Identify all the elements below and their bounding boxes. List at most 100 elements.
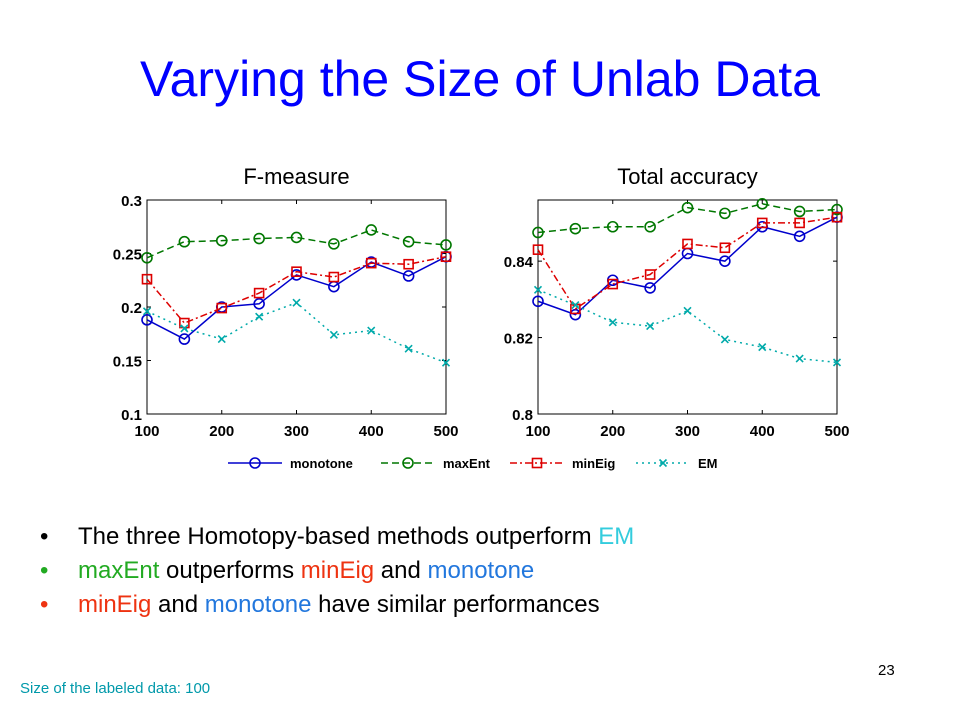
- series-monotone: [141, 250, 452, 345]
- data-point: [832, 358, 842, 367]
- x-tick-label: 100: [525, 423, 550, 440]
- data-point: [756, 198, 769, 210]
- data-point: [365, 224, 378, 236]
- data-point: [571, 301, 580, 310]
- data-point: [402, 235, 415, 248]
- bullet-item: • minEig and monotone have similar perfor…: [40, 588, 634, 622]
- legend-item-maxEnt: maxEnt: [381, 456, 491, 471]
- data-point: [606, 220, 619, 233]
- data-point: [217, 335, 226, 344]
- data-point: [328, 271, 340, 283]
- data-point: [682, 238, 693, 250]
- data-point: [141, 273, 153, 285]
- data-point: [720, 335, 729, 344]
- data-point: [644, 220, 656, 233]
- x-tick-label: 300: [675, 423, 700, 440]
- data-point: [141, 314, 153, 326]
- page-number: 23: [878, 662, 895, 679]
- bullet-item: • maxEnt outperforms minEig and monotone: [40, 554, 634, 588]
- chart-total-accuracy: Total accuracy 100 200 300 400 500 0.8 0.82 0.84: [504, 164, 850, 440]
- legend-item-EM: EM: [636, 456, 718, 471]
- data-point: [658, 458, 668, 468]
- data-point: [441, 358, 451, 367]
- slide-title: Varying the Size of Unlab Data: [139, 51, 820, 107]
- data-point: [793, 205, 806, 218]
- y-tick-label: 0.82: [504, 331, 533, 348]
- x-tick-label: 300: [284, 423, 309, 440]
- legend: monotone maxEnt minEig EM: [222, 452, 718, 474]
- legend-label: monotone: [290, 456, 353, 471]
- bullet-segment: maxEnt: [78, 557, 160, 584]
- data-point: [440, 251, 452, 263]
- data-point: [756, 217, 768, 229]
- data-point: [608, 318, 617, 327]
- bullet-segment: outperforms: [159, 557, 301, 584]
- data-point: [255, 312, 264, 321]
- data-point: [719, 207, 731, 220]
- data-point: [719, 255, 731, 267]
- data-point: [719, 242, 731, 254]
- data-point: [291, 266, 302, 277]
- data-point: [681, 201, 694, 214]
- data-point: [253, 287, 265, 299]
- data-point: [142, 307, 152, 316]
- x-tick-label: 400: [750, 423, 775, 440]
- data-point: [607, 278, 619, 290]
- x-tick-label: 500: [433, 423, 458, 440]
- data-point: [292, 298, 301, 307]
- data-point: [253, 297, 265, 310]
- chart-title: F-measure: [243, 164, 349, 189]
- y-tick-label: 0.8: [512, 407, 533, 424]
- data-point: [365, 257, 377, 269]
- footnote: Size of the labeled data: 100: [20, 680, 211, 697]
- series-line: [537, 216, 838, 310]
- data-point: [253, 232, 265, 245]
- y-tick-label: 0.3: [121, 193, 142, 210]
- data-point: [216, 302, 228, 314]
- data-point: [533, 285, 543, 294]
- series-line: [146, 229, 447, 259]
- legend-item-minEig: minEig: [510, 456, 615, 471]
- chart-title: Total accuracy: [617, 164, 758, 189]
- data-point: [329, 330, 338, 339]
- data-point: [758, 343, 767, 352]
- data-point: [141, 251, 153, 264]
- data-point: [532, 295, 544, 308]
- series-minEig: [532, 211, 843, 315]
- bullet-segment: minEig: [300, 557, 375, 584]
- bullet-dot: •: [40, 591, 49, 618]
- series-line: [146, 255, 447, 324]
- data-point: [402, 270, 415, 282]
- bullet-dot: •: [40, 523, 49, 550]
- y-tick-label: 0.15: [113, 354, 142, 371]
- y-tick-label: 0.1: [121, 407, 142, 424]
- bullet-segment: monotone: [427, 557, 535, 584]
- data-point: [831, 203, 843, 216]
- data-point: [532, 244, 544, 255]
- series-line: [146, 256, 447, 340]
- data-point: [215, 234, 228, 247]
- series-line: [537, 216, 838, 316]
- bullet-segment: EM: [598, 523, 635, 550]
- series-maxEnt: [141, 224, 452, 264]
- x-tick-label: 100: [134, 423, 159, 440]
- data-point: [290, 231, 303, 244]
- x-tick-label: 400: [359, 423, 384, 440]
- bullet-item: • The three Homotopy-based methods outper…: [40, 520, 634, 554]
- data-point: [440, 239, 452, 251]
- series-line: [537, 289, 838, 364]
- data-point: [402, 457, 414, 469]
- data-point: [178, 333, 191, 345]
- bullet-text: minEig and monotone have similar perform…: [78, 591, 600, 618]
- data-point: [178, 235, 191, 248]
- x-tick-label: 200: [600, 423, 625, 440]
- plot-area: [537, 199, 838, 415]
- data-point: [644, 282, 656, 294]
- bullet-segment: have similar performances: [311, 591, 600, 618]
- legend-box: [222, 452, 706, 474]
- data-point: [794, 217, 805, 229]
- series-maxEnt: [532, 198, 843, 239]
- data-point: [249, 457, 261, 469]
- bullet-segment: The three Homotopy-based methods outperf…: [78, 523, 599, 550]
- bullet-text: maxEnt outperforms minEig and monotone: [78, 557, 534, 584]
